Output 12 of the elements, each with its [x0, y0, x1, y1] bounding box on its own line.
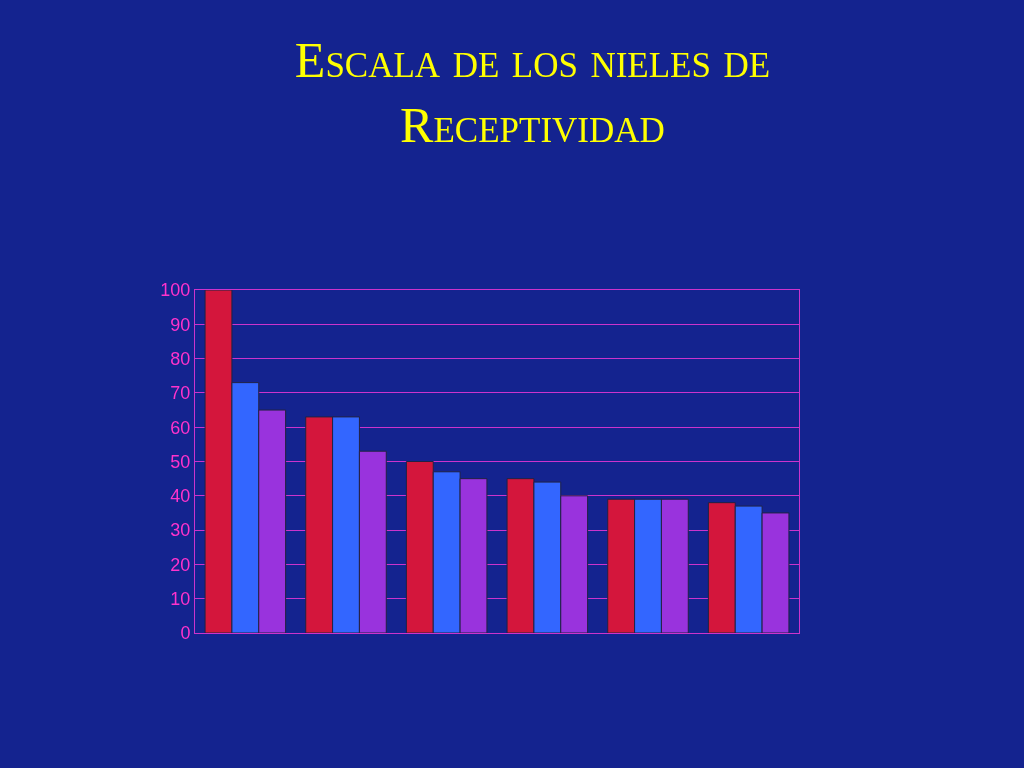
- y-tick-label: 70: [170, 383, 191, 404]
- chart-title: Escala de los nieles de Receptividad: [294, 31, 771, 153]
- y-tick-label: 20: [170, 554, 191, 575]
- y-tick-label: 40: [170, 486, 191, 507]
- y-tick-label: 30: [170, 520, 191, 541]
- y-tick-label: 0: [180, 623, 191, 644]
- y-tick-label: 80: [170, 348, 191, 369]
- y-tick-label: 10: [170, 589, 191, 609]
- y-tick-label: 90: [170, 314, 191, 335]
- y-tick-label: 60: [170, 417, 191, 438]
- y-tick-label: 100: [160, 280, 191, 301]
- y-tick-label: 50: [170, 451, 191, 472]
